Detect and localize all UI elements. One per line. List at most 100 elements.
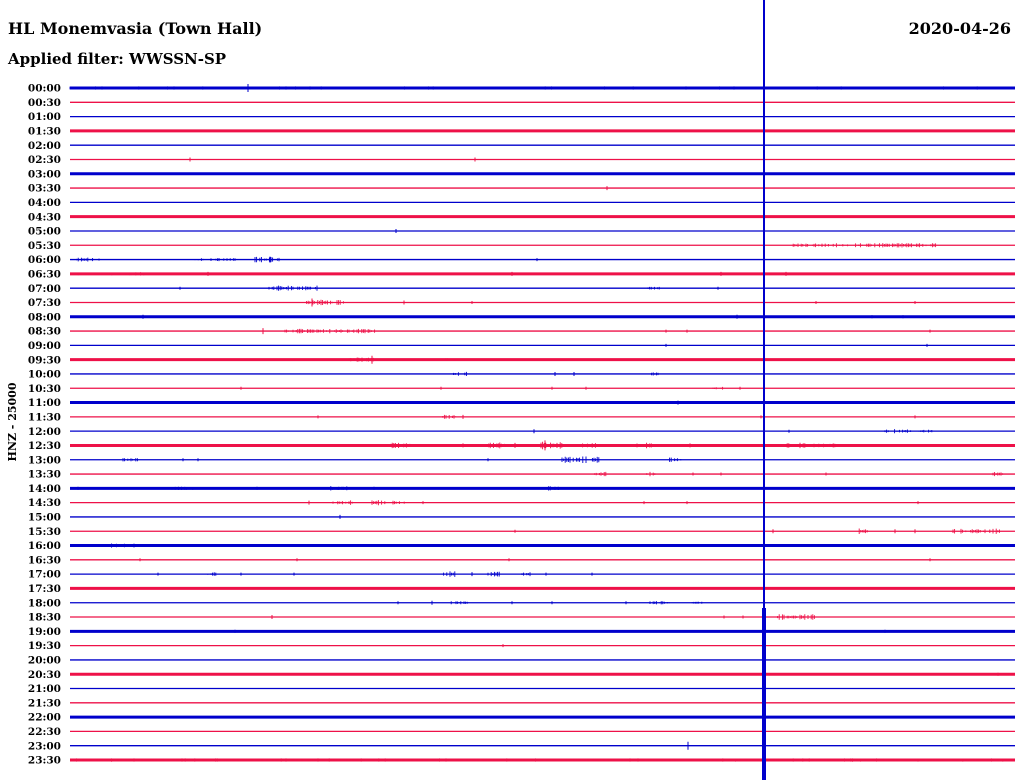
noise-burst <box>813 443 836 448</box>
trace-row-03:00: 03:00 <box>28 168 1015 180</box>
row-time-label: 00:30 <box>28 97 61 109</box>
row-time-label: 17:00 <box>28 569 61 581</box>
noise-burst <box>390 442 411 449</box>
noise-burst <box>777 614 815 620</box>
trace-row-11:00: 11:00 <box>28 397 1015 409</box>
row-time-label: 22:30 <box>28 726 61 738</box>
noise-burst <box>453 371 467 376</box>
row-time-label: 14:30 <box>28 497 61 509</box>
noise-burst <box>561 456 600 463</box>
row-time-label: 13:00 <box>28 454 61 466</box>
noise-burst <box>109 543 143 548</box>
row-time-label: 12:00 <box>28 426 61 438</box>
trace-row-15:00: 15:00 <box>28 512 1015 524</box>
trace-row-16:30: 16:30 <box>28 554 1015 566</box>
trace-row-06:00: 06:00 <box>28 254 1015 266</box>
row-time-label: 00:00 <box>28 83 61 95</box>
noise-burst <box>952 528 1000 534</box>
row-time-label: 03:30 <box>28 183 61 195</box>
noise-burst <box>371 500 386 506</box>
filter-label: Applied filter: WWSSN-SP <box>8 50 227 68</box>
row-time-label: 09:00 <box>28 340 61 352</box>
noise-burst <box>884 429 912 434</box>
trace-row-13:30: 13:30 <box>28 469 1015 481</box>
noise-burst <box>669 457 682 462</box>
row-time-label: 23:00 <box>28 740 61 752</box>
trace-row-00:00: 00:00 <box>28 83 1015 95</box>
trace-row-22:30: 22:30 <box>28 726 1015 738</box>
noise-burst <box>330 486 348 491</box>
row-time-label: 05:00 <box>28 226 61 238</box>
trace-row-14:30: 14:30 <box>28 497 1015 509</box>
noise-burst <box>69 86 1015 90</box>
row-time-label: 20:00 <box>28 655 61 667</box>
row-time-label: 01:30 <box>28 126 61 138</box>
noise-burst <box>72 758 1015 762</box>
trace-row-06:30: 06:30 <box>28 269 1015 281</box>
trace-row-11:30: 11:30 <box>28 412 1015 424</box>
row-time-label: 12:30 <box>28 440 61 452</box>
trace-row-12:00: 12:00 <box>28 426 1015 438</box>
row-time-label: 14:00 <box>28 483 61 495</box>
trace-row-23:00: 23:00 <box>28 740 1015 752</box>
row-time-label: 04:30 <box>28 211 61 223</box>
noise-burst <box>691 601 703 604</box>
row-time-label: 21:00 <box>28 683 61 695</box>
noise-burst <box>254 256 280 263</box>
row-time-label: 08:00 <box>28 311 61 323</box>
noise-burst <box>647 286 660 290</box>
trace-row-01:00: 01:00 <box>28 111 1015 123</box>
noise-burst <box>443 571 456 577</box>
noise-burst <box>171 486 194 490</box>
noise-burst <box>992 472 1004 477</box>
row-time-label: 15:30 <box>28 526 61 538</box>
noise-burst <box>649 601 670 605</box>
noise-burst <box>540 441 563 450</box>
trace-row-18:30: 18:30 <box>28 612 1015 624</box>
trace-row-23:30: 23:30 <box>28 755 1015 767</box>
row-time-label: 05:30 <box>28 240 61 252</box>
row-time-label: 22:00 <box>28 712 61 724</box>
trace-row-20:30: 20:30 <box>28 669 1015 681</box>
row-time-label: 23:30 <box>28 755 61 767</box>
row-time-label: 19:30 <box>28 640 61 652</box>
trace-row-02:00: 02:00 <box>28 140 1015 152</box>
row-time-label: 01:00 <box>28 111 61 123</box>
row-time-label: 06:30 <box>28 269 61 281</box>
trace-row-01:30: 01:30 <box>28 126 1015 138</box>
noise-burst <box>521 572 531 577</box>
trace-row-07:00: 07:00 <box>28 283 1015 295</box>
row-time-label: 07:00 <box>28 283 61 295</box>
trace-row-18:00: 18:00 <box>28 597 1015 609</box>
row-time-label: 13:30 <box>28 469 61 481</box>
noise-burst <box>207 572 217 576</box>
trace-row-12:30: 12:30 <box>28 440 1015 452</box>
row-time-label: 16:00 <box>28 540 61 552</box>
trace-row-21:00: 21:00 <box>28 683 1015 695</box>
noise-burst <box>122 458 138 462</box>
trace-row-05:30: 05:30 <box>28 240 1015 252</box>
trace-row-16:00: 16:00 <box>28 540 1015 552</box>
trace-row-08:30: 08:30 <box>28 326 1015 338</box>
noise-burst <box>792 243 937 248</box>
row-time-label: 18:30 <box>28 612 61 624</box>
noise-burst <box>450 601 468 605</box>
row-time-label: 21:30 <box>28 697 61 709</box>
noise-burst <box>445 358 458 361</box>
trace-row-07:30: 07:30 <box>28 297 1015 309</box>
trace-row-17:30: 17:30 <box>28 583 1015 595</box>
noise-burst <box>646 471 656 477</box>
row-time-label: 16:30 <box>28 554 61 566</box>
row-time-label: 06:00 <box>28 254 61 266</box>
trace-row-10:00: 10:00 <box>28 369 1015 381</box>
row-time-label: 08:30 <box>28 326 61 338</box>
trace-row-22:00: 22:00 <box>28 712 1015 724</box>
noise-burst <box>487 571 500 577</box>
trace-row-05:00: 05:00 <box>28 226 1015 238</box>
row-time-label: 02:30 <box>28 154 61 166</box>
row-time-label: 09:30 <box>28 354 61 366</box>
trace-row-09:30: 09:30 <box>28 354 1015 366</box>
noise-burst <box>858 528 868 534</box>
